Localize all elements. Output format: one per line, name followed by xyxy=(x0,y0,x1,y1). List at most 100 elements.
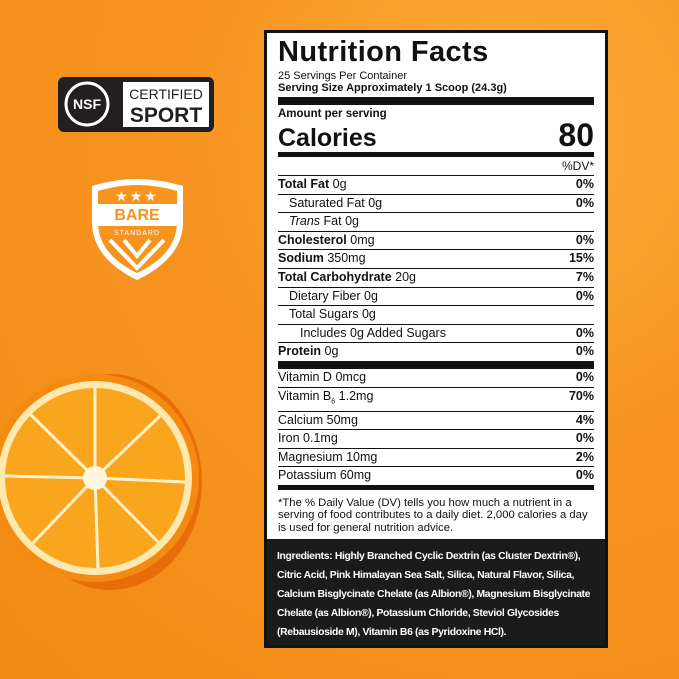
nutrient-left: Cholesterol 0mg xyxy=(278,232,375,250)
nutrient-amount: 0g xyxy=(332,177,347,191)
segment xyxy=(93,414,162,480)
nutrient-name: Magnesium xyxy=(278,449,343,464)
nutrient-amount: 0mg xyxy=(350,232,375,247)
nutrient-name: Vitamin D xyxy=(278,369,332,384)
nutrient-dv: 0% xyxy=(575,344,594,359)
nutrient-dv: 4% xyxy=(575,412,594,427)
ingredients-text: Highly Branched Cyclic Dextrin (as Clust… xyxy=(277,551,591,638)
nutrient-row: Sodium 350mg 15% xyxy=(278,250,594,269)
nutrient-left: Total Fat 0g xyxy=(278,176,347,194)
dv-header: %DV* xyxy=(278,157,594,176)
nutrient-left: Protein 0g xyxy=(278,343,338,361)
nutrient-row: Potassium 60mg 0% xyxy=(278,467,594,485)
standard-text: STANDARD xyxy=(114,230,160,237)
nutrient-dv: 0% xyxy=(575,369,594,384)
amount-per-serving: Amount per serving xyxy=(278,108,387,120)
nutrient-dv: 0% xyxy=(575,177,594,191)
vitamin-list: Vitamin D 0mcg 0% Vitamin B6 1.2mg 70% Calci… xyxy=(278,369,594,485)
nutrient-amount: 350mg xyxy=(327,251,366,266)
nutrient-dv: 2% xyxy=(575,449,594,464)
ingredients-box: Ingredients: Highly Branched Cyclic Dext… xyxy=(267,539,605,645)
segment xyxy=(31,476,97,545)
nutrient-name: Calcium xyxy=(278,412,324,427)
segment xyxy=(93,476,160,544)
nutrient-dv: 0% xyxy=(575,288,594,303)
medium-rule xyxy=(278,485,594,490)
nutrient-left: Magnesium 10mg xyxy=(278,449,377,467)
nutrient-amount: 0.1mg xyxy=(303,431,338,446)
nutrient-row: Vitamin B6 1.2mg 70% xyxy=(278,388,594,412)
nutrient-subscript: 6 xyxy=(331,398,336,406)
nutrient-left: Calcium 50mg xyxy=(278,412,358,430)
nutrient-dv: 70% xyxy=(568,388,594,403)
nutrient-row: Total Fat 0g 0% xyxy=(278,176,594,195)
label-body: Nutrition Facts 25 Servings Per Containe… xyxy=(267,34,605,534)
nutrient-row: Total Carbohydrate 20g 7% xyxy=(278,269,594,288)
footnote: *The % Daily Value (DV) tells you how mu… xyxy=(278,497,588,534)
nutrient-name: Potassium xyxy=(278,468,337,483)
nsf-circle xyxy=(64,81,110,127)
nutrient-dv: 0% xyxy=(575,431,594,446)
segment xyxy=(94,476,186,484)
nutrient-name: Total Sugars xyxy=(289,307,359,322)
nutrient-left: Trans Fat 0g xyxy=(278,213,359,231)
serving-size: Serving Size Approximately 1 Scoop (24.3… xyxy=(278,82,507,94)
nutrient-name: Includes 0g Added Sugars xyxy=(300,325,446,340)
nutrient-amount: 0g xyxy=(368,195,383,210)
nutrient-left: Total Carbohydrate 20g xyxy=(278,269,416,287)
nutrient-row: Calcium 50mg 4% xyxy=(278,412,594,431)
nutrient-left: Total Sugars 0g xyxy=(278,306,376,324)
nutrient-name: Total Fat xyxy=(278,177,330,191)
nsf-badge: NSF CERTIFIED SPORT xyxy=(58,77,214,132)
bare-text: BARE xyxy=(114,207,160,224)
nutrient-name: Protein xyxy=(278,344,322,359)
certified-text: CERTIFIED xyxy=(129,86,203,102)
thick-rule xyxy=(278,97,594,105)
segment xyxy=(28,412,97,480)
servings: 25 Servings Per Container xyxy=(278,70,408,82)
nutrient-left: Vitamin D 0mcg xyxy=(278,369,366,387)
nutrient-dv: 0% xyxy=(575,195,594,210)
nsf-logo: NSF xyxy=(73,96,101,112)
nutrient-left: Includes 0g Added Sugars xyxy=(278,325,446,343)
nutrient-row: Magnesium 10mg 2% xyxy=(278,449,594,468)
shield-mark xyxy=(108,238,166,271)
segment xyxy=(4,474,96,480)
nutrient-name: Cholesterol xyxy=(278,232,347,247)
nutrient-amount: 0g xyxy=(324,344,339,359)
orange-core xyxy=(83,466,107,490)
orange-segments xyxy=(4,388,186,569)
bare-standard-shield: ★★★ BARE STANDARD xyxy=(92,179,183,280)
nutrient-name: Total Carbohydrate xyxy=(278,269,392,284)
nutrient-left: Iron 0.1mg xyxy=(278,430,338,448)
nutrient-left: Dietary Fiber 0g xyxy=(278,288,378,306)
sport-text: SPORT xyxy=(130,104,203,127)
nutrient-amount: 10mg xyxy=(346,449,378,464)
thick-rule xyxy=(278,360,594,369)
ingredients-label: Ingredients: xyxy=(277,551,333,562)
orange-slice xyxy=(0,374,202,590)
nutrient-row: Protein 0g 0% xyxy=(278,343,594,361)
nutrient-row: Saturated Fat 0g 0% xyxy=(278,195,594,214)
nutrient-left: Vitamin B6 1.2mg xyxy=(278,388,373,411)
nutrient-row: Total Sugars 0g xyxy=(278,306,594,325)
nutrient-left: Potassium 60mg xyxy=(278,467,371,485)
shield-band xyxy=(98,204,177,226)
stars: ★★★ xyxy=(115,188,159,204)
medium-rule xyxy=(278,152,594,157)
nutrient-row: Dietary Fiber 0g 0% xyxy=(278,288,594,307)
calories-label: Calories xyxy=(278,124,377,152)
nutrient-amount: 0g xyxy=(345,214,359,229)
nutrient-amount: 0mcg xyxy=(335,369,367,384)
label-title: Nutrition Facts xyxy=(278,36,489,68)
nutrient-amount: 1.2mg xyxy=(338,388,374,403)
nutrient-list: Total Fat 0g 0% Saturated Fat 0g 0% Trans Fa… xyxy=(278,176,594,361)
nutrient-row: Trans Fat 0g xyxy=(278,213,594,232)
nutrient-amount: 0g xyxy=(364,288,378,303)
calories-value: 80 xyxy=(558,117,594,153)
nutrient-name: Dietary Fiber xyxy=(289,288,361,303)
nutrient-row: Includes 0g Added Sugars 0% xyxy=(278,325,594,344)
nutrient-amount: 50mg xyxy=(326,412,358,427)
